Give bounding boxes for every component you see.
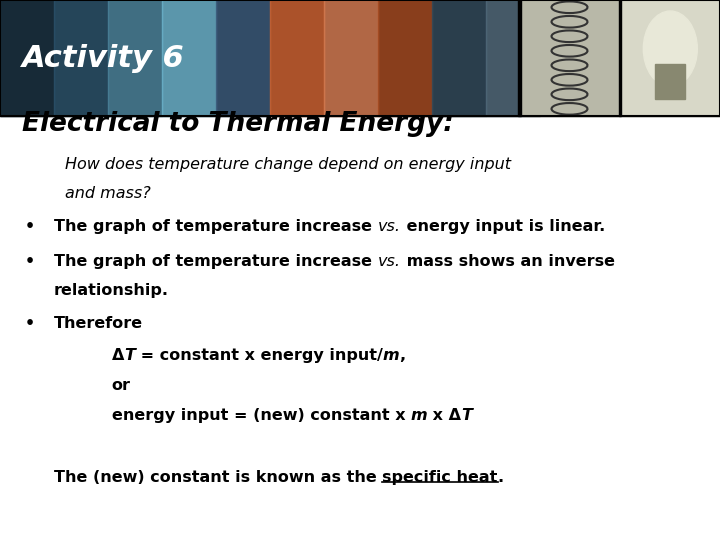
Text: = constant x energy input/: = constant x energy input/ <box>135 348 383 363</box>
Text: Electrical to Thermal Energy:: Electrical to Thermal Energy: <box>22 111 454 137</box>
Bar <box>0 0 720 116</box>
Text: The graph of temperature increase: The graph of temperature increase <box>54 254 377 269</box>
Text: •: • <box>25 219 35 234</box>
Text: m: m <box>383 348 400 363</box>
Text: vs.: vs. <box>377 254 400 269</box>
Text: vs.: vs. <box>377 219 400 234</box>
Ellipse shape <box>644 11 698 86</box>
Text: relationship.: relationship. <box>54 284 169 299</box>
Text: m: m <box>411 408 428 423</box>
Bar <box>518 0 521 116</box>
Text: .: . <box>498 470 504 485</box>
Bar <box>162 0 216 116</box>
Bar <box>521 0 619 116</box>
Text: or: or <box>112 378 130 393</box>
Bar <box>54 0 108 116</box>
Text: mass shows an inverse: mass shows an inverse <box>400 254 615 269</box>
Text: •: • <box>25 254 35 269</box>
Bar <box>216 0 270 116</box>
Text: T: T <box>124 348 135 363</box>
Text: Activity 6: Activity 6 <box>22 44 184 72</box>
Text: The (new) constant is known as the: The (new) constant is known as the <box>54 470 382 485</box>
Text: T: T <box>462 408 472 423</box>
Text: The graph of temperature increase: The graph of temperature increase <box>54 219 377 234</box>
Bar <box>270 0 324 116</box>
Text: Δ: Δ <box>112 348 124 363</box>
Text: energy input = (new) constant x: energy input = (new) constant x <box>112 408 411 423</box>
Bar <box>432 0 486 116</box>
Bar <box>108 0 162 116</box>
Text: Therefore: Therefore <box>54 316 143 331</box>
Bar <box>378 0 432 116</box>
Text: How does temperature change depend on energy input: How does temperature change depend on en… <box>65 157 510 172</box>
Bar <box>619 0 621 116</box>
Text: and mass?: and mass? <box>65 186 150 201</box>
Bar <box>486 0 540 116</box>
Text: specific heat: specific heat <box>382 470 498 485</box>
Bar <box>324 0 378 116</box>
Bar <box>0 0 54 116</box>
Text: ,: , <box>400 348 405 363</box>
Bar <box>655 64 685 99</box>
Text: •: • <box>25 316 35 331</box>
Bar <box>0 0 720 116</box>
Text: x Δ: x Δ <box>428 408 462 423</box>
Bar <box>621 0 720 116</box>
Text: energy input is linear.: energy input is linear. <box>400 219 605 234</box>
